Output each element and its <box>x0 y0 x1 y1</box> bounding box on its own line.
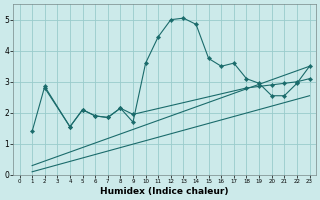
X-axis label: Humidex (Indice chaleur): Humidex (Indice chaleur) <box>100 187 229 196</box>
